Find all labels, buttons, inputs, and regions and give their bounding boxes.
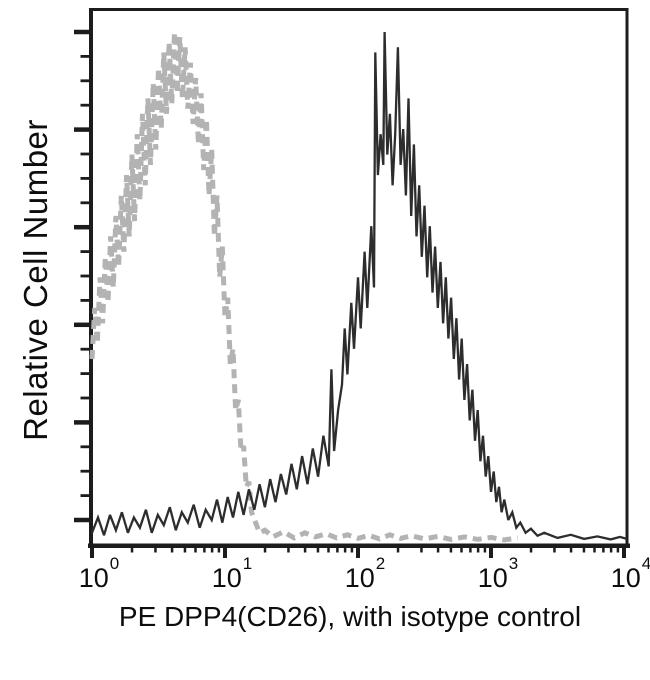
x-minor-tick (469, 545, 472, 553)
y-minor-tick (80, 55, 90, 58)
x-tick-label-10e3: 103 (477, 554, 519, 593)
x-minor-tick (350, 545, 354, 553)
x-major-tick (622, 545, 626, 558)
x-tick-label-10e1: 101 (211, 554, 253, 593)
y-minor-tick (80, 494, 90, 497)
histogram-curves (89, 31, 628, 543)
y-minor-tick (80, 396, 90, 400)
x-minor-tick (602, 545, 605, 553)
x-minor-tick (529, 545, 533, 553)
x-minor-tick (170, 545, 174, 553)
x-minor-tick (396, 545, 400, 553)
curve-isotype-control (89, 31, 518, 543)
x-minor-tick (287, 545, 290, 553)
plot-top-border (89, 8, 628, 11)
y-minor-tick (80, 347, 90, 351)
x-tick-label-10e2: 102 (344, 554, 386, 593)
x-minor-tick (183, 545, 187, 553)
y-minor-tick (80, 250, 90, 253)
x-minor-tick (593, 545, 596, 553)
x-minor-tick (449, 545, 453, 553)
y-major-tick (74, 420, 90, 425)
y-minor-tick (80, 469, 90, 473)
x-minor-tick (460, 545, 463, 553)
y-major-tick (74, 29, 90, 35)
x-minor-tick (420, 545, 423, 553)
y-axis-label: Relative Cell Number (17, 119, 54, 441)
y-major-tick (74, 224, 90, 230)
x-minor-tick (569, 545, 573, 553)
x-minor-tick (609, 545, 613, 553)
x-major-tick (90, 545, 94, 558)
y-minor-tick (80, 372, 90, 375)
x-minor-tick (476, 545, 480, 553)
x-minor-tick (436, 545, 440, 553)
y-major-tick (74, 127, 90, 132)
x-minor-tick (316, 545, 320, 553)
y-minor-tick (80, 299, 90, 302)
curve-pe-dpp4-cd26- (90, 31, 628, 541)
x-major-tick (356, 545, 360, 558)
y-minor-tick (80, 445, 90, 449)
axis-ticks (74, 29, 626, 558)
y-major-tick (74, 517, 90, 523)
x-minor-tick (203, 545, 206, 553)
x-major-tick (489, 545, 493, 558)
x-minor-tick (154, 545, 157, 553)
y-minor-tick (80, 201, 90, 205)
x-minor-tick (343, 545, 347, 553)
x-minor-tick (217, 545, 221, 553)
x-minor-tick (616, 545, 620, 553)
x-tick-label-10e4: 104 (610, 554, 650, 593)
y-axis-line (89, 8, 93, 548)
x-minor-tick (553, 545, 556, 553)
y-minor-tick (80, 79, 90, 83)
x-minor-tick (483, 545, 487, 553)
x-minor-tick (327, 545, 330, 553)
x-tick-label-10e0: 100 (78, 554, 120, 593)
x-axis-label: PE DPP4(CD26), with isotype control (118, 601, 582, 632)
y-minor-tick (80, 177, 90, 180)
x-minor-tick (130, 545, 134, 553)
x-minor-tick (582, 545, 586, 553)
y-minor-tick (80, 152, 90, 156)
y-minor-tick (80, 103, 90, 107)
x-minor-tick (194, 545, 197, 553)
y-minor-tick (80, 274, 90, 278)
x-minor-tick (210, 545, 214, 553)
y-major-tick (74, 322, 90, 328)
x-minor-tick (336, 545, 339, 553)
x-minor-tick (263, 545, 267, 553)
x-major-tick (223, 545, 227, 558)
x-minor-tick (303, 545, 307, 553)
plot-right-border (625, 8, 629, 548)
